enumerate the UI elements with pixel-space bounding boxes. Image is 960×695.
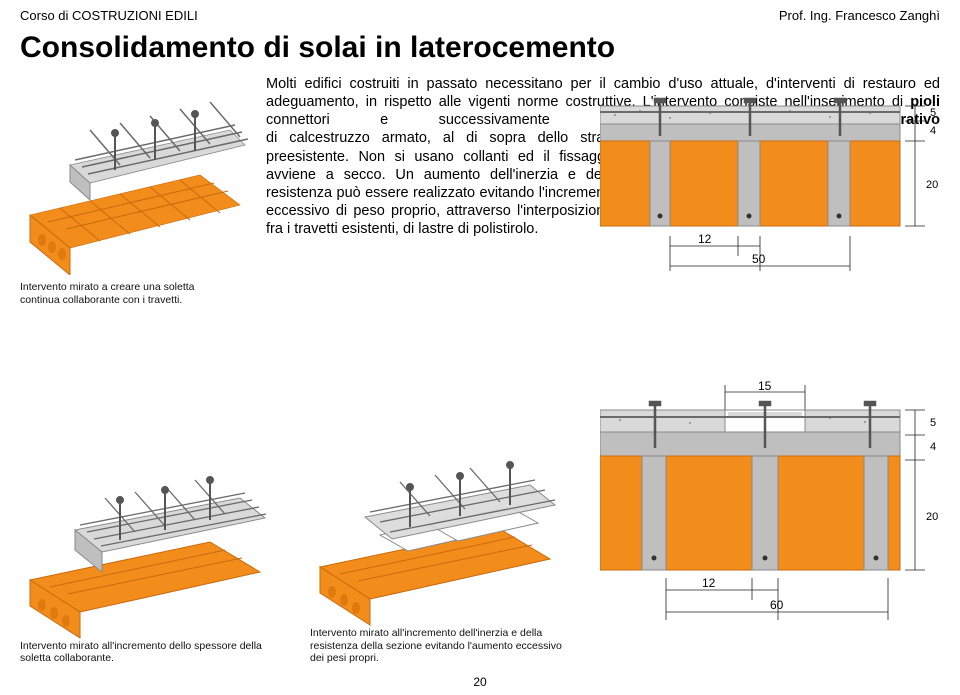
iso-illustration-2: Intervento mirato all'incremento dello s… [20,470,280,665]
course-name: Corso di COSTRUZIONI EDILI [20,8,198,23]
page-title: Consolidamento di solai in laterocemento [0,27,960,75]
svg-text:60: 60 [770,598,784,612]
iso-illustration-3: Intervento mirato all'incremento dell'in… [310,457,570,665]
professor-name: Prof. Ing. Francesco Zanghì [779,8,940,23]
dim-top5: 5 [930,107,936,119]
caption-1: Intervento mirato a creare una soletta c… [20,281,230,306]
svg-text:5: 5 [930,417,936,429]
svg-text:4: 4 [930,441,936,453]
dim-12: 12 [698,232,712,246]
dim-mid4: 4 [930,125,936,137]
svg-text:20: 20 [926,511,938,523]
caption-3: Intervento mirato all'incremento dell'in… [310,627,570,665]
para-t3: di calcestruzzo armato, al di sopra dell… [266,129,616,238]
dim-50: 50 [752,252,766,266]
dim-15: 15 [758,380,772,393]
section-diagram-1: 5 4 20 12 50 [600,96,940,286]
caption-2: Intervento mirato all'incremento dello s… [20,640,280,665]
svg-text:12: 12 [702,576,716,590]
section-diagram-2: 15 5 4 20 [600,380,940,640]
dim-body20: 20 [926,179,938,191]
page-number: 20 [0,675,960,689]
iso-illustration-1: Intervento mirato a creare una soletta c… [20,75,250,306]
